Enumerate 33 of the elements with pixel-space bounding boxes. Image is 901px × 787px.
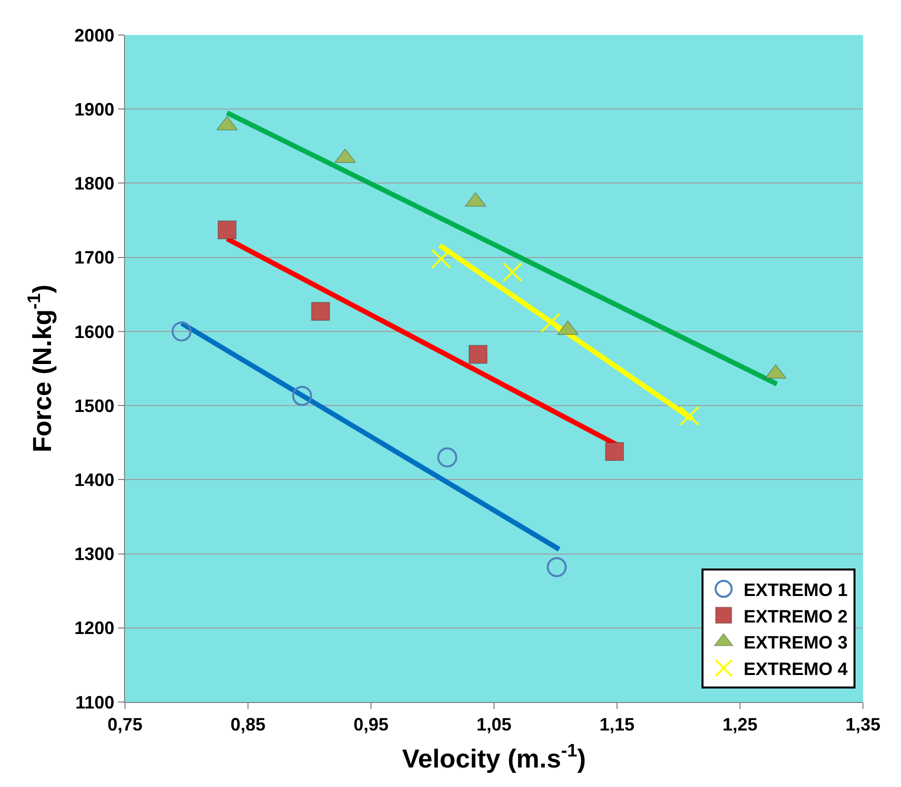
legend-label: EXTREMO 3 bbox=[744, 632, 848, 653]
y-tick-label: 1800 bbox=[74, 174, 114, 194]
legend-label: EXTREMO 1 bbox=[744, 580, 848, 600]
legend-label: EXTREMO 4 bbox=[744, 659, 848, 680]
x-tick-label: 1,15 bbox=[599, 714, 635, 735]
y-tick-label: 2000 bbox=[74, 25, 114, 46]
y-tick-label: 1600 bbox=[74, 322, 114, 342]
x-tick-label: 0,95 bbox=[353, 714, 389, 735]
point bbox=[292, 386, 312, 406]
point bbox=[172, 321, 192, 342]
x-axis-title: Velocity (m.s$^{-1}$) bbox=[402, 740, 586, 774]
point bbox=[431, 248, 452, 269]
point bbox=[546, 557, 567, 578]
point bbox=[311, 302, 330, 321]
x-tick-label: 0,85 bbox=[230, 714, 266, 735]
point bbox=[605, 442, 624, 461]
point bbox=[437, 447, 458, 468]
point bbox=[680, 406, 700, 426]
y-tick-label: 1700 bbox=[74, 248, 114, 268]
y-tick-label: 1100 bbox=[75, 692, 114, 712]
x-tick-label: 1,25 bbox=[722, 714, 758, 735]
y-tick-label: 1900 bbox=[74, 99, 114, 120]
y-tick-label: 1200 bbox=[74, 618, 114, 638]
point bbox=[502, 262, 522, 282]
y-tick-label: 1300 bbox=[74, 544, 114, 564]
legend-label: EXTREMO 2 bbox=[744, 606, 848, 626]
point bbox=[468, 344, 488, 364]
y-tick-label: 1500 bbox=[74, 396, 114, 416]
x-tick-label: 0,75 bbox=[107, 714, 143, 735]
y-tick-label: 1400 bbox=[74, 470, 114, 490]
x-tick-label: 1,35 bbox=[845, 714, 881, 735]
point bbox=[218, 220, 237, 240]
x-tick-label: 1,05 bbox=[476, 714, 512, 735]
